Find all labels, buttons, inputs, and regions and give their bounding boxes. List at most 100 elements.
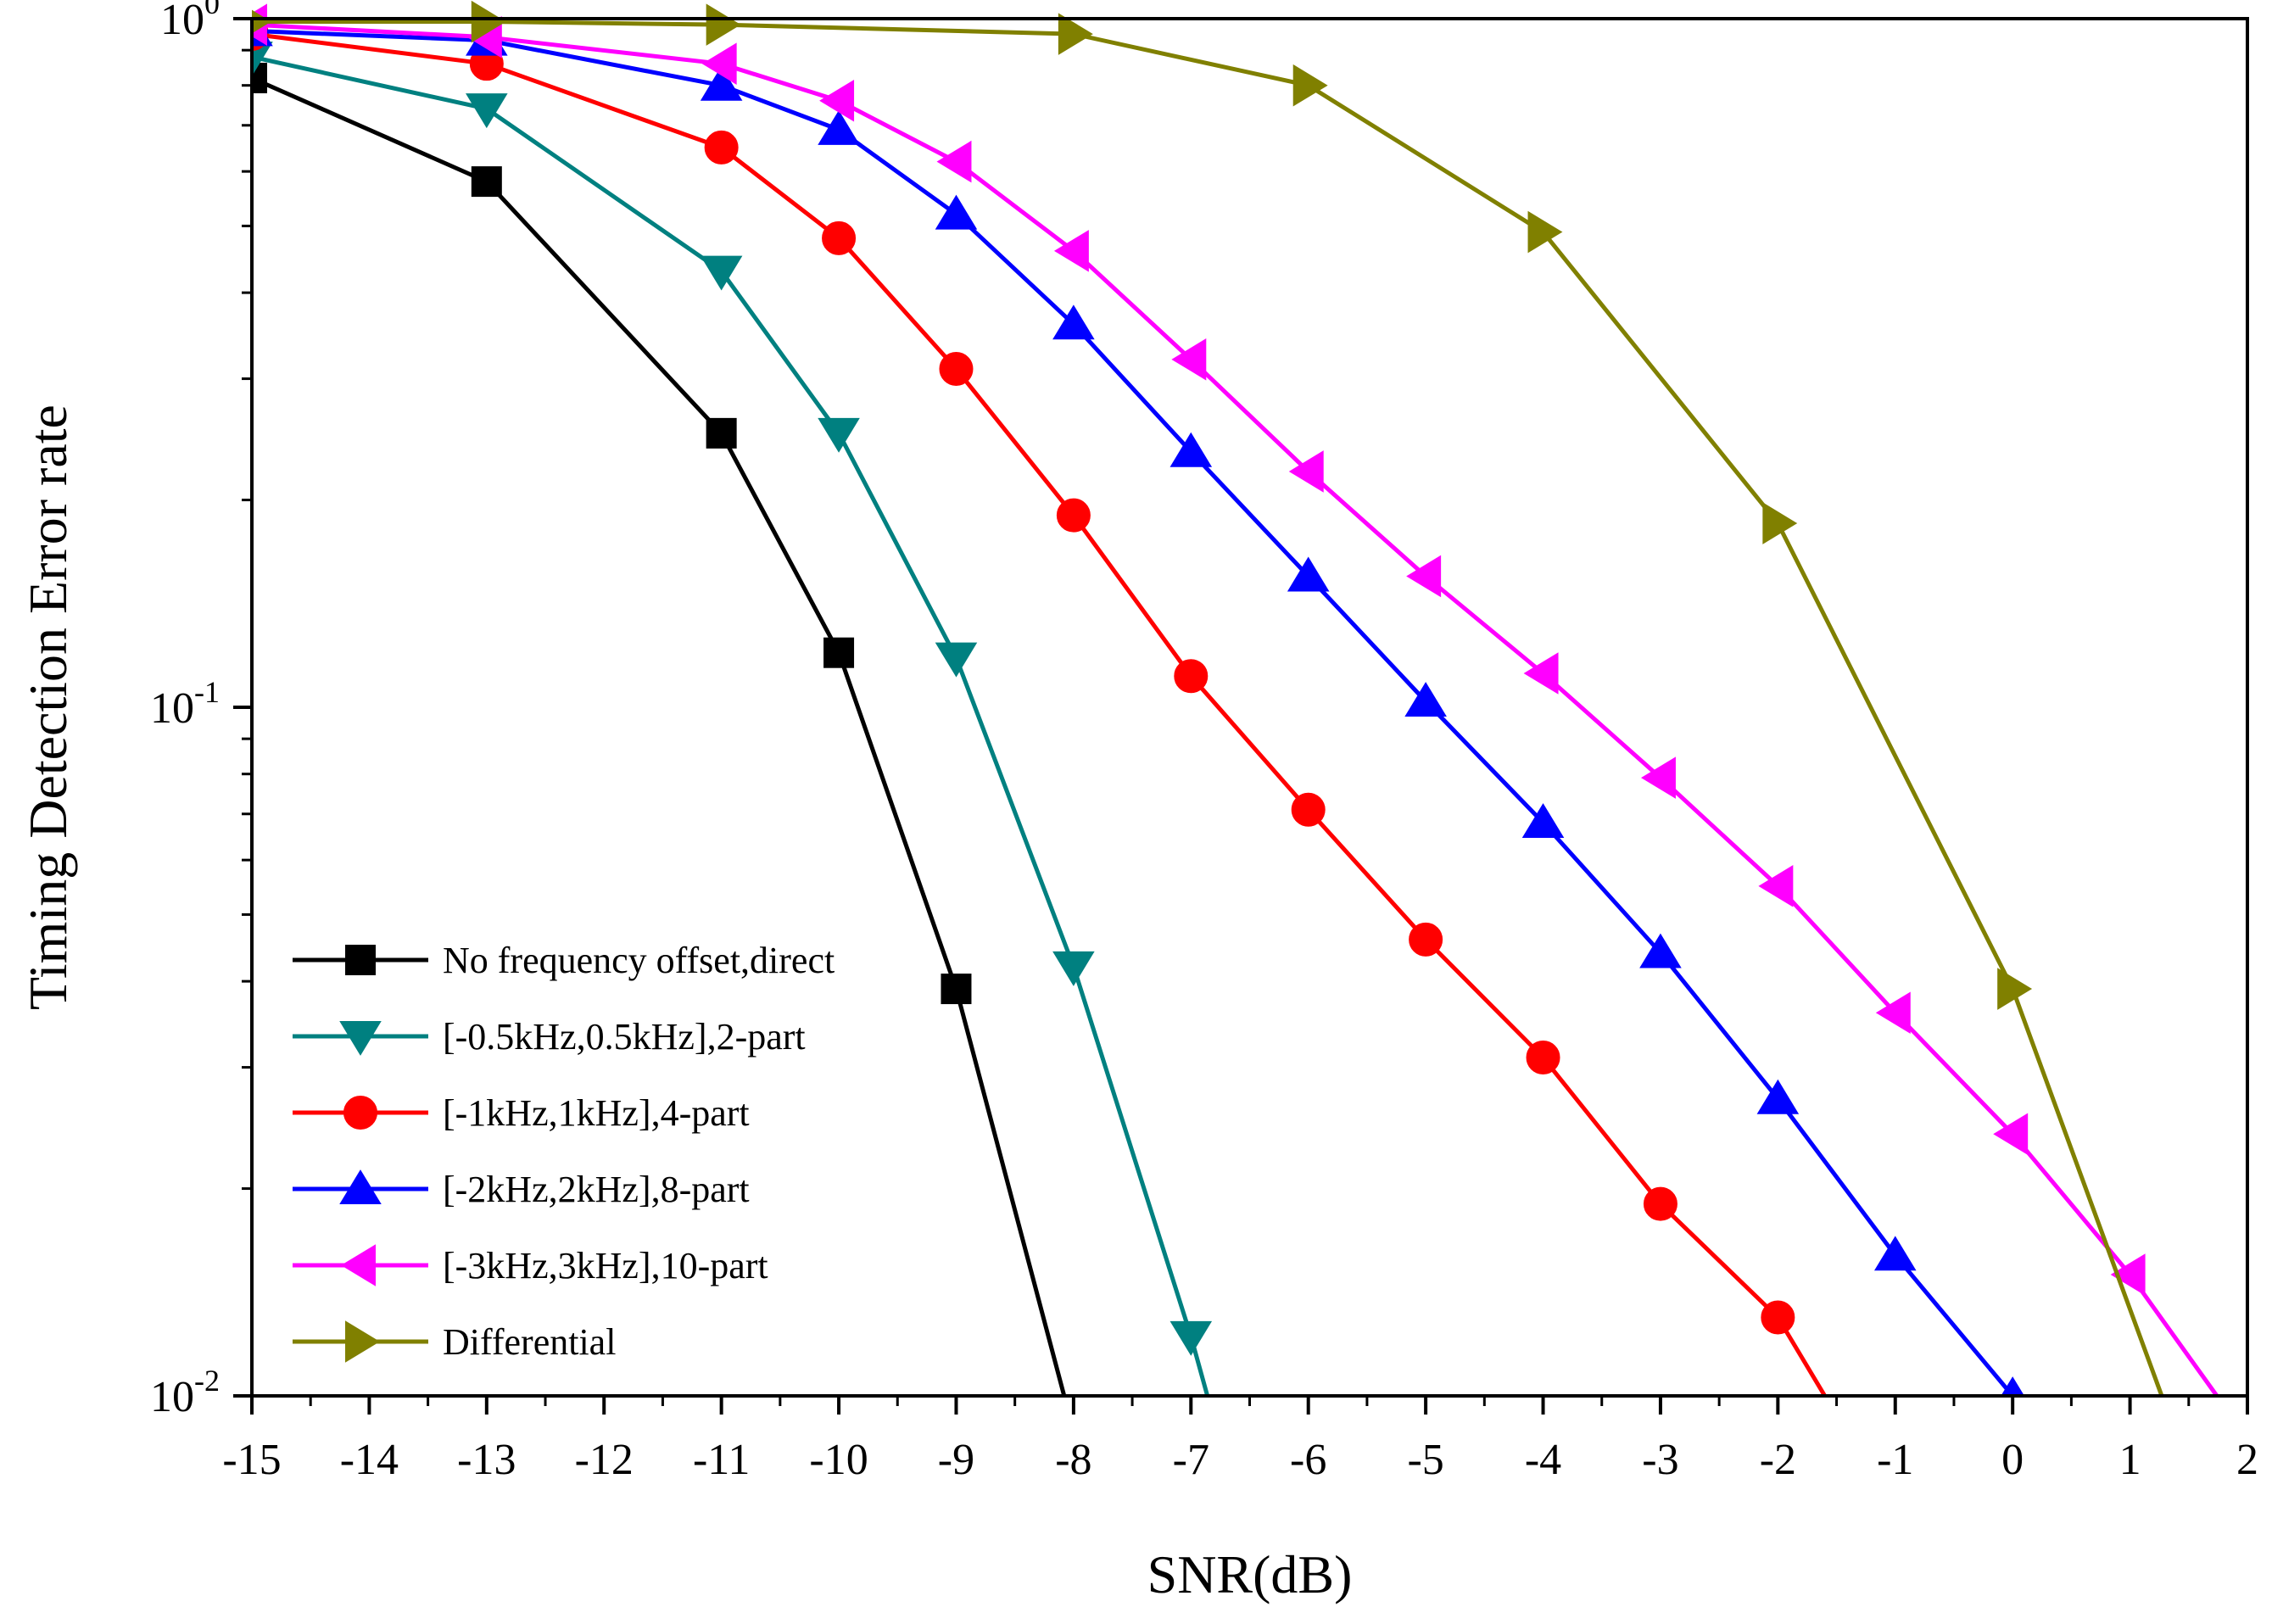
data-point — [1526, 1041, 1560, 1075]
legend-swatch-marker — [345, 945, 376, 975]
legend-label: [-0.5kHz,0.5kHz],2-part — [443, 1016, 806, 1058]
data-point — [471, 0, 506, 43]
x-tick-label: -12 — [575, 1436, 634, 1484]
legend-item-2: [-0.5kHz,0.5kHz],2-part — [293, 1016, 806, 1058]
data-point — [1639, 933, 1682, 968]
data-point — [1873, 1236, 1917, 1271]
data-point — [1292, 64, 1328, 107]
series-1 — [252, 62, 1067, 1396]
legend-label: Differential — [443, 1321, 616, 1363]
x-tick-label: 1 — [2119, 1436, 2141, 1484]
data-point — [1643, 1186, 1677, 1221]
legend-swatch-marker — [339, 1169, 382, 1204]
x-axis-title: SNR(dB) — [1147, 1544, 1353, 1604]
series-line-1 — [252, 75, 1067, 1396]
data-point — [1756, 1079, 1800, 1114]
legend-swatch-marker — [339, 1021, 382, 1056]
x-tick-label: -3 — [1642, 1436, 1678, 1484]
data-point — [823, 637, 855, 668]
data-point — [1053, 230, 1089, 272]
data-point — [1523, 652, 1559, 695]
x-tick-label: -5 — [1407, 1436, 1443, 1484]
series-3 — [252, 17, 1827, 1396]
x-tick-label: 0 — [2001, 1436, 2024, 1484]
x-tick-label: -11 — [693, 1436, 750, 1484]
data-point — [1761, 1300, 1795, 1335]
legend-item-6: Differential — [293, 1320, 616, 1363]
x-tick-label: -6 — [1290, 1436, 1326, 1484]
data-point — [1058, 13, 1093, 55]
data-point — [1527, 210, 1563, 254]
data-point — [1169, 1320, 1213, 1356]
axes-layer: -15 -14 -13 -12 -11 -10 -9 -8 -7 -6 -5 -4 -3 -2 -1 0 1 21… — [150, 0, 2258, 1484]
data-point — [466, 93, 508, 129]
data-point — [818, 109, 860, 145]
data-point — [700, 255, 743, 291]
x-tick-label: -7 — [1173, 1436, 1209, 1484]
data-point — [1409, 922, 1443, 957]
data-point — [1404, 682, 1447, 717]
data-point — [700, 65, 743, 101]
y-axis-title: Timing Detection Error rate — [18, 405, 78, 1010]
data-point — [941, 974, 972, 1005]
data-point — [819, 80, 855, 122]
x-tick-label: 2 — [2236, 1436, 2258, 1484]
x-tick-label: -8 — [1055, 1436, 1091, 1484]
data-point — [1174, 659, 1209, 694]
data-point — [1521, 803, 1565, 839]
data-point — [1993, 1113, 2029, 1156]
data-point — [1169, 432, 1213, 467]
data-point — [706, 417, 737, 449]
series-line-5 — [252, 22, 2219, 1396]
x-tick-label: -2 — [1760, 1436, 1796, 1484]
legend-swatch-marker — [343, 1096, 377, 1130]
legend-label: [-3kHz,3kHz],10-part — [443, 1245, 768, 1286]
series-layer — [252, 0, 2219, 1396]
data-point — [701, 42, 737, 85]
series-2 — [252, 42, 1213, 1396]
data-point — [935, 194, 978, 230]
legend-item-4: [-2kHz,2kHz],8-part — [293, 1169, 750, 1210]
data-point — [704, 130, 739, 165]
series-6 — [252, 0, 2164, 1396]
data-point — [1758, 865, 1794, 907]
legend: No frequency offset,direct [-0.5kHz,0.5kH… — [293, 940, 835, 1363]
x-tick-label: -10 — [809, 1436, 868, 1484]
data-point — [1291, 792, 1326, 827]
x-tick-label: -4 — [1525, 1436, 1561, 1484]
series-5 — [252, 3, 2219, 1396]
data-point — [1641, 756, 1676, 799]
series-line-4 — [252, 28, 2015, 1396]
data-point — [2110, 1253, 2146, 1296]
data-point — [1287, 556, 1330, 592]
y-tick-label: 100 — [160, 0, 220, 44]
legend-item-1: No frequency offset,direct — [293, 940, 835, 981]
legend-item-5: [-3kHz,3kHz],10-part — [293, 1244, 768, 1286]
data-point — [1762, 502, 1798, 544]
data-point — [252, 62, 267, 93]
y-tick-label: 10-2 — [150, 1364, 220, 1421]
legend-swatch-marker — [341, 1244, 376, 1286]
data-point — [818, 417, 860, 453]
data-point — [1997, 968, 2033, 1010]
x-tick-label: -15 — [222, 1436, 281, 1484]
legend-item-3: [-1kHz,1kHz],4-part — [293, 1092, 750, 1134]
data-point — [1052, 951, 1095, 986]
data-point — [936, 140, 972, 183]
y-tick-label: 10-1 — [150, 675, 220, 733]
data-point — [822, 220, 857, 255]
data-point — [706, 3, 741, 46]
data-point — [1171, 338, 1207, 381]
legend-label: [-1kHz,1kHz],4-part — [443, 1092, 750, 1134]
data-point — [1875, 991, 1911, 1035]
data-point — [252, 42, 273, 77]
series-line-2 — [252, 54, 1210, 1396]
data-point — [471, 166, 502, 198]
data-point — [1052, 304, 1095, 340]
x-tick-label: -1 — [1877, 1436, 1913, 1484]
data-point — [1288, 450, 1324, 493]
data-point — [1406, 555, 1442, 598]
legend-label: [-2kHz,2kHz],8-part — [443, 1169, 750, 1210]
